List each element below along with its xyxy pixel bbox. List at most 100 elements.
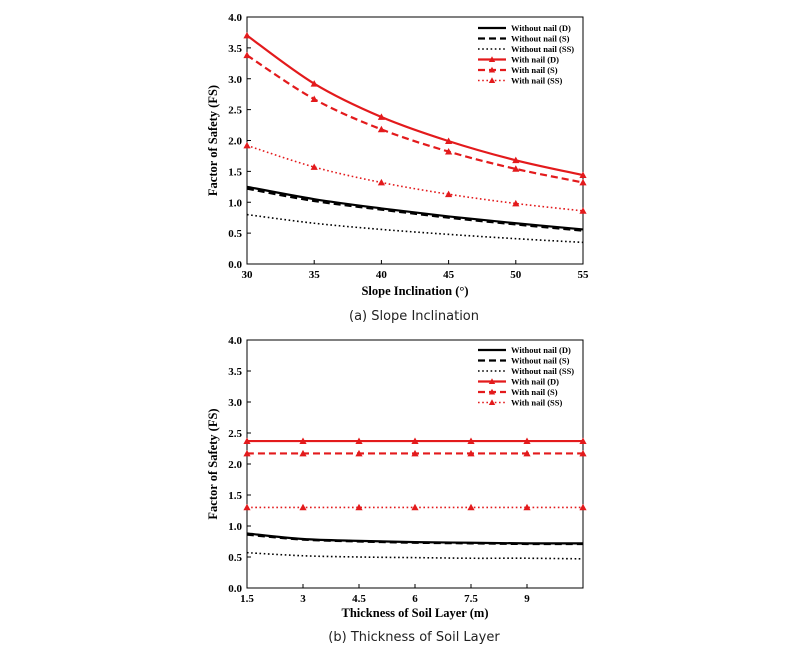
y-tick-label: 0.5	[228, 228, 242, 240]
data-point-marker	[411, 437, 419, 444]
data-point-marker	[579, 437, 587, 444]
y-tick-label: 1.5	[228, 166, 242, 178]
y-tick-label: 3.5	[228, 366, 242, 378]
y-axis-label: Factor of Safety (FS)	[206, 85, 220, 196]
legend-label: Without nail (D)	[511, 345, 571, 355]
x-axis-ticks: 1.5 3 4.5 6 7.5 9	[240, 584, 530, 605]
y-tick-label: 1.5	[228, 490, 242, 502]
legend: Without nail (D)Without nail (S)Without …	[478, 23, 574, 86]
data-point-marker	[523, 437, 531, 444]
data-point-marker	[445, 190, 453, 198]
data-point-marker	[579, 449, 587, 457]
data-point-marker	[411, 503, 419, 511]
x-tick-label: 3	[300, 593, 306, 605]
data-point-marker	[445, 148, 453, 155]
panel-caption: (a) Slope Inclination	[349, 309, 479, 324]
series-line-without-nail-d	[246, 185, 584, 231]
y-tick-label: 2.5	[228, 105, 242, 117]
y-tick-label: 0.5	[228, 552, 242, 564]
data-point-marker	[355, 437, 363, 444]
data-point-marker	[467, 449, 475, 457]
data-point-marker	[579, 503, 587, 511]
x-tick-label: 7.5	[464, 593, 478, 605]
data-point-marker	[512, 156, 520, 164]
x-tick-label: 30	[242, 269, 254, 281]
legend-label: With nail (SS)	[511, 76, 563, 86]
x-tick-label: 35	[309, 269, 321, 281]
x-tick-label: 9	[524, 593, 530, 605]
data-point-marker	[299, 449, 307, 457]
y-tick-label: 0.0	[228, 583, 242, 595]
legend-label: With nail (S)	[511, 387, 558, 397]
legend-marker	[488, 77, 496, 84]
legend-marker	[488, 399, 496, 406]
series-line-without-nail-s	[246, 533, 584, 546]
data-point-marker	[377, 125, 385, 133]
data-point-marker	[523, 503, 531, 511]
y-tick-label: 0.0	[228, 259, 242, 271]
legend-label: With nail (D)	[511, 377, 559, 387]
legend: Without nail (D)Without nail (S)Without …	[478, 345, 574, 408]
data-point-marker	[467, 503, 475, 511]
y-tick-label: 2.0	[228, 459, 242, 471]
legend-label: With nail (SS)	[511, 398, 563, 408]
data-point-marker	[310, 80, 318, 87]
data-point-marker	[355, 503, 363, 511]
series-line-without-nail-ss	[246, 213, 584, 244]
data-point-marker	[579, 207, 587, 214]
data-point-marker	[243, 449, 251, 457]
legend-label: Without nail (SS)	[511, 44, 574, 54]
chart-slope-inclination: 30 35 40 45 50 55 0.0 0.5 1.0 1.5 2.0 2.5 3.0 3.5 4.0…	[206, 12, 589, 324]
x-tick-label: 6	[412, 593, 418, 605]
data-point-marker	[299, 503, 307, 511]
data-point-marker	[243, 437, 251, 444]
data-point-marker	[512, 199, 520, 207]
data-point-marker	[411, 449, 419, 457]
y-tick-label: 3.0	[228, 74, 242, 86]
series-line-without-nail-s	[246, 187, 584, 232]
data-point-marker	[445, 137, 453, 144]
data-point-marker	[523, 449, 531, 457]
data-point-marker	[512, 165, 520, 172]
x-axis-label: Thickness of Soil Layer (m)	[342, 606, 489, 620]
data-point-marker	[579, 171, 587, 178]
series-line-with-nail-ss	[246, 144, 584, 212]
data-point-marker	[243, 503, 251, 511]
legend-marker	[488, 378, 496, 385]
series-line-without-nail-ss	[246, 551, 584, 560]
data-point-marker	[243, 141, 251, 149]
y-tick-label: 2.0	[228, 136, 242, 148]
data-point-marker	[355, 449, 363, 457]
data-point-marker	[579, 178, 587, 186]
legend-marker	[488, 56, 496, 63]
y-tick-label: 4.0	[228, 335, 242, 347]
y-tick-label: 4.0	[228, 12, 242, 24]
x-tick-label: 50	[510, 269, 522, 281]
data-point-marker	[243, 31, 251, 39]
x-tick-label: 45	[443, 269, 455, 281]
legend-label: Without nail (S)	[511, 34, 570, 44]
y-axis-ticks: 0.0 0.5 1.0 1.5 2.0 2.5 3.0 3.5 4.0	[228, 335, 251, 595]
x-tick-label: 4.5	[352, 593, 366, 605]
legend-label: Without nail (SS)	[511, 366, 574, 376]
series-line-with-nail-s	[246, 54, 584, 184]
y-axis-ticks: 0.0 0.5 1.0 1.5 2.0 2.5 3.0 3.5 4.0	[228, 12, 251, 271]
series-group	[243, 437, 587, 560]
series-group	[243, 31, 587, 244]
y-tick-label: 3.5	[228, 43, 242, 55]
y-tick-label: 1.0	[228, 521, 242, 533]
legend-marker	[488, 66, 496, 73]
data-point-marker	[467, 437, 475, 444]
x-tick-label: 1.5	[240, 593, 254, 605]
y-tick-label: 2.5	[228, 428, 242, 440]
legend-marker	[488, 388, 496, 395]
x-tick-label: 40	[376, 269, 388, 281]
data-point-marker	[299, 437, 307, 444]
x-axis-ticks: 30 35 40 45 50 55	[242, 260, 589, 281]
legend-label: Without nail (S)	[511, 356, 570, 366]
y-tick-label: 1.0	[228, 197, 242, 209]
panel-caption: (b) Thickness of Soil Layer	[328, 630, 500, 645]
y-axis-label: Factor of Safety (FS)	[206, 408, 220, 519]
legend-label: With nail (S)	[511, 65, 558, 75]
